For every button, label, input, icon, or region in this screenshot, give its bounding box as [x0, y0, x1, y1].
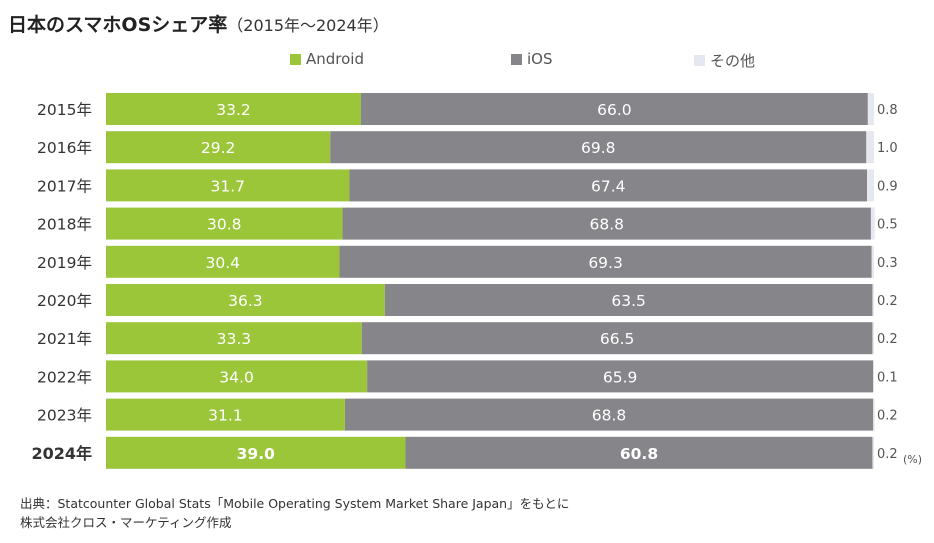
- bar-other: [871, 245, 874, 278]
- data-label-ios: 68.8: [592, 407, 627, 425]
- bar-android: [106, 169, 350, 202]
- bar-android: [106, 284, 385, 316]
- chart-title: 日本のスマホOSシェア率: [8, 14, 228, 36]
- bar-ios: [405, 436, 873, 469]
- y-tick-label: 2020年: [37, 292, 92, 310]
- bar-ios: [349, 169, 868, 202]
- source-line-2: 株式会社クロス・マーケティング作成: [20, 515, 232, 530]
- source-note: 出典：Statcounter Global Stats「Mobile Opera…: [20, 494, 569, 532]
- bar-ios: [361, 322, 873, 355]
- stacked-bar-chart: 2015年 33.2 66.0 0.8 2016年 29.2 69.8 1.0 2017年 31.…: [31, 93, 922, 469]
- chart-subtitle: （2015年～2024年）: [227, 16, 389, 35]
- source-line-1: 出典：Statcounter Global Stats「Mobile Opera…: [20, 496, 570, 511]
- data-label-other: 0.3: [877, 256, 898, 271]
- data-label-ios: 66.0: [597, 101, 632, 119]
- bar-other: [872, 436, 874, 469]
- bar-other: [867, 169, 874, 202]
- y-tick-label: 2022年: [37, 368, 92, 386]
- y-tick-label: 2024年: [31, 444, 92, 463]
- data-label-ios: 65.9: [603, 368, 638, 386]
- legend-item-android: Android: [290, 50, 364, 68]
- data-label-ios: 69.3: [588, 254, 623, 272]
- bar-android: [106, 322, 362, 355]
- data-label-other: 0.2: [877, 294, 898, 309]
- data-label-ios: 60.8: [620, 445, 658, 463]
- legend-item-other: その他: [694, 50, 755, 71]
- y-tick-label: 2021年: [37, 330, 92, 348]
- unit-label: (%): [903, 453, 922, 466]
- data-label-other: 0.2: [877, 409, 898, 424]
- data-label-other: 0.8: [877, 103, 898, 118]
- bar-ios: [384, 284, 873, 316]
- bar-ios: [360, 93, 868, 125]
- legend-label-ios: iOS: [527, 50, 553, 68]
- data-label-android: 36.3: [228, 292, 263, 310]
- y-tick-label: 2015年: [37, 101, 92, 119]
- legend-item-ios: iOS: [511, 50, 553, 68]
- data-label-other: 1.0: [877, 141, 898, 156]
- data-label-android: 30.8: [207, 216, 242, 234]
- bar-ios: [344, 398, 874, 431]
- legend-label-other: その他: [710, 52, 756, 70]
- bar-other: [866, 131, 874, 164]
- legend-swatch-android: [290, 53, 301, 65]
- bar-other: [867, 93, 874, 125]
- legend-swatch-ios: [511, 53, 522, 65]
- data-label-android: 31.7: [210, 177, 245, 195]
- data-label-android: 34.0: [219, 368, 254, 386]
- bar-android: [106, 360, 368, 393]
- y-tick-label: 2018年: [37, 216, 92, 234]
- data-label-other: 0.2: [877, 447, 898, 462]
- legend-swatch-other: [694, 55, 705, 66]
- data-label-other: 0.5: [877, 218, 898, 233]
- data-label-ios: 68.8: [589, 216, 624, 234]
- chart-title-row: 日本のスマホOSシェア率（2015年～2024年）: [8, 10, 389, 37]
- bar-android: [106, 93, 361, 125]
- bar-ios: [339, 245, 872, 278]
- data-label-android: 31.1: [208, 407, 243, 425]
- data-label-ios: 66.5: [600, 330, 635, 348]
- data-label-android: 39.0: [237, 445, 275, 463]
- y-tick-label: 2023年: [37, 407, 92, 425]
- y-tick-label: 2017年: [37, 177, 92, 195]
- data-label-android: 30.4: [205, 254, 240, 272]
- bar-other: [873, 360, 874, 393]
- legend-label-android: Android: [306, 50, 364, 68]
- data-label-android: 29.2: [201, 139, 236, 157]
- bar-other: [872, 322, 874, 355]
- data-label-other: 0.9: [877, 179, 898, 194]
- bar-android: [106, 398, 345, 431]
- y-tick-label: 2019年: [37, 254, 92, 272]
- bar-other: [872, 284, 874, 316]
- bar-android: [106, 245, 340, 278]
- bar-other: [873, 398, 875, 431]
- bar-ios: [342, 207, 871, 240]
- bar-ios: [367, 360, 874, 393]
- bar-android: [106, 436, 406, 469]
- data-label-other: 0.2: [877, 332, 898, 347]
- data-label-ios: 67.4: [591, 177, 626, 195]
- bar-android: [106, 131, 331, 164]
- bar-android: [106, 207, 343, 240]
- bar-other: [870, 207, 875, 240]
- data-label-android: 33.2: [216, 101, 251, 119]
- data-label-ios: 63.5: [611, 292, 646, 310]
- data-label-ios: 69.8: [581, 139, 616, 157]
- data-label-android: 33.3: [217, 330, 252, 348]
- data-label-other: 0.1: [877, 370, 898, 385]
- y-tick-label: 2016年: [37, 139, 92, 157]
- bar-ios: [330, 131, 867, 164]
